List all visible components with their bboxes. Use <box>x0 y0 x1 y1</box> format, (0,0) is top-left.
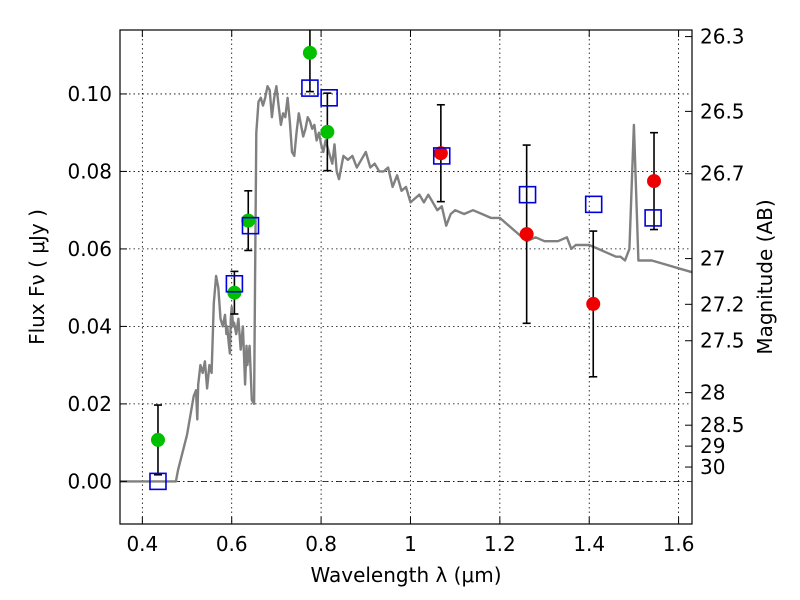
y-tick-label: 0.10 <box>67 82 112 106</box>
x-tick-label: 1.6 <box>663 532 695 556</box>
data-point-square <box>518 185 537 204</box>
data-point-circle <box>320 124 335 139</box>
data-point-circle <box>647 174 662 189</box>
mag-tick-label: 26.3 <box>700 25 745 49</box>
data-point-square <box>432 147 451 165</box>
mag-tick-label: 30 <box>700 455 725 479</box>
model-sed-line <box>120 85 693 483</box>
data-point-circle <box>302 45 317 60</box>
data-point-square <box>644 209 662 227</box>
mag-tick-label: 27 <box>700 247 725 271</box>
y-tick-label: 0.08 <box>67 159 112 183</box>
tick-labels: 0.4 0.6 0.8 1 1.2 1.4 1.6 0.00 0.02 0.04 0.06 0.08 0… <box>67 25 744 556</box>
mag-tick-label: 27.2 <box>700 292 745 316</box>
data-point-square <box>149 472 167 491</box>
data-markers-layer <box>149 45 662 491</box>
data-point-circle <box>519 227 534 242</box>
y-tick-label: 0.04 <box>67 314 112 338</box>
mag-tick-label: 29 <box>700 434 725 458</box>
x-tick-label: 0.8 <box>305 532 337 556</box>
mag-tick-label: 27.5 <box>700 329 745 353</box>
x-axis-label: Wavelength λ (μm) <box>310 563 501 587</box>
plot-frame <box>119 29 693 525</box>
data-point-square <box>225 274 244 293</box>
right-axis-label: Magnitude (AB) <box>753 199 777 354</box>
grid-lines <box>120 30 692 524</box>
model-sed-layer <box>120 85 693 483</box>
mag-tick-label: 26.7 <box>700 162 745 186</box>
x-tick-label: 1.4 <box>573 532 605 556</box>
data-point-square <box>320 89 338 107</box>
y-tick-label: 0.06 <box>67 237 112 261</box>
data-point-circle <box>227 285 242 300</box>
data-point-square <box>584 195 603 214</box>
data-point-circle <box>150 432 165 447</box>
axis-ticks <box>120 30 692 524</box>
data-point-circle <box>586 296 601 311</box>
mag-tick-label: 28 <box>700 381 725 405</box>
mag-tick-label: 28.5 <box>700 413 745 437</box>
y-axis-label: Flux Fν ( μJy ) <box>25 209 49 345</box>
mag-tick-label: 26.5 <box>700 99 745 123</box>
x-tick-label: 1.2 <box>484 532 516 556</box>
x-tick-label: 1 <box>404 532 417 556</box>
data-point-square <box>241 216 260 235</box>
y-tick-label: 0.02 <box>67 392 112 416</box>
x-tick-label: 0.6 <box>216 532 248 556</box>
y-tick-label: 0.00 <box>67 469 112 493</box>
data-point-circle <box>241 213 256 228</box>
data-point-square <box>301 79 319 97</box>
data-point-circle <box>433 146 448 161</box>
x-tick-label: 0.4 <box>126 532 158 556</box>
error-bars-layer <box>153 30 659 476</box>
